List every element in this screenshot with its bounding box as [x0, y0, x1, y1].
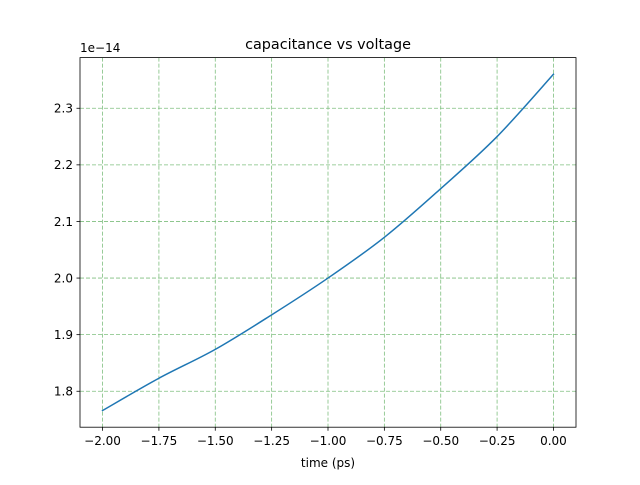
x-axis-label: time (ps) — [301, 456, 355, 470]
series-layer — [101, 73, 555, 412]
x-tick-label: −1.50 — [197, 434, 234, 448]
y-tick-layer: 1.8 1.9 2.0 2.1 2.2 2.3 — [54, 102, 80, 399]
x-tick-label: 0.00 — [540, 434, 567, 448]
x-tick-label: −1.75 — [141, 434, 178, 448]
x-tick-layer: −2.00 −1.75 −1.50 −1.25 −1.00 −0.75 −0.50 −0.25… — [84, 427, 567, 448]
x-tick-label: −0.50 — [422, 434, 459, 448]
y-tick-label: 1.9 — [54, 328, 73, 342]
y-axis-offset-label: 1e−14 — [80, 41, 120, 55]
y-tick-label: 1.8 — [54, 385, 73, 399]
y-tick-label: 2.1 — [54, 215, 73, 229]
x-tick-label: −1.25 — [253, 434, 290, 448]
x-tick-label: −0.25 — [479, 434, 516, 448]
x-tick-label: −1.00 — [310, 434, 347, 448]
x-tick-label: −0.75 — [366, 434, 403, 448]
chart-title: capacitance vs voltage — [245, 37, 411, 53]
x-tick-label: −2.00 — [84, 434, 121, 448]
y-tick-label: 2.3 — [54, 102, 73, 116]
y-tick-label: 2.0 — [54, 271, 73, 285]
y-tick-label: 2.2 — [54, 158, 73, 172]
series-line — [101, 73, 555, 412]
